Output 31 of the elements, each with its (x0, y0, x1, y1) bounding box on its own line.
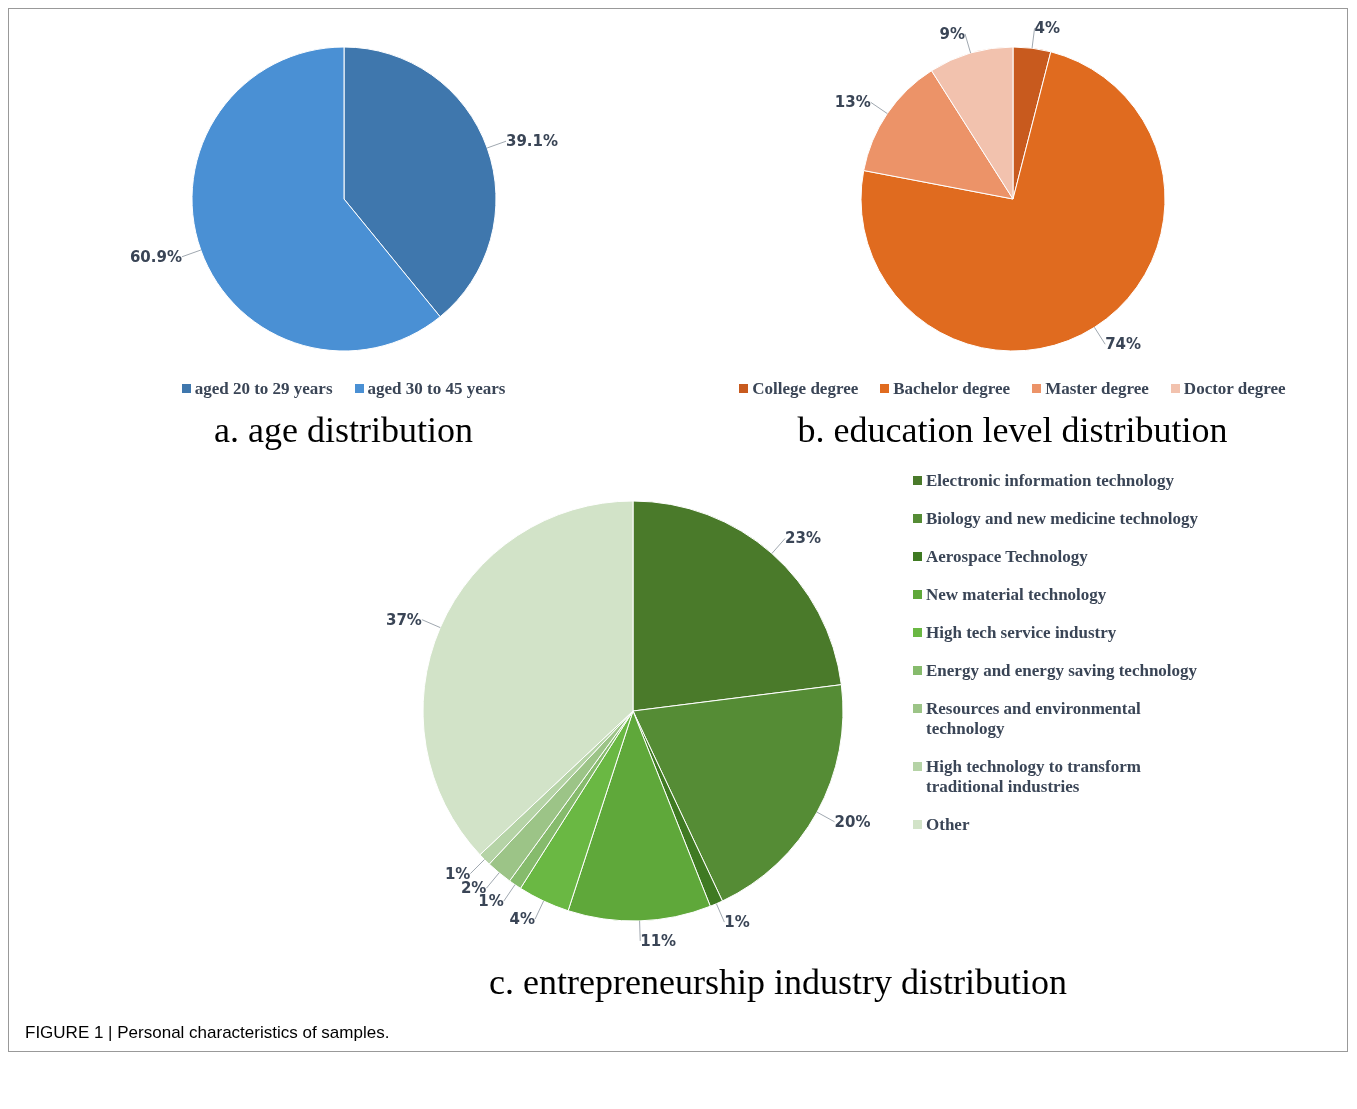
data-label: 23% (785, 529, 822, 548)
data-label: 37% (386, 610, 422, 629)
legend-label: College degree (752, 379, 859, 399)
data-label: 1% (724, 913, 750, 932)
legend-label: New material technology (926, 585, 1107, 605)
legend-label: Energy and energy saving technology (926, 661, 1198, 681)
legend-label: High tech service industry (926, 623, 1117, 643)
data-label: 13% (834, 93, 871, 112)
data-label: 60.9% (129, 247, 182, 266)
text: a. age distribution (214, 409, 473, 451)
legend-label: aged 20 to 29 years (194, 379, 333, 399)
data-label: 4% (509, 910, 536, 929)
legend-label: Resources and environmental technology (926, 699, 1142, 739)
data-label: 39.1% (505, 132, 558, 151)
legend-label: aged 30 to 45 years (367, 379, 506, 399)
legend-label: High technology to transform traditional industries (926, 757, 1142, 797)
data-label: 20% (834, 812, 871, 831)
legend-label: Biology and new medicine technology (926, 509, 1199, 529)
legend-label: Other (926, 815, 970, 835)
caption: FIGURE 1 | Personal characteristics of samples. (25, 1023, 391, 1043)
text: b. education level distribution (797, 409, 1228, 451)
legend-label: Bachelor degree (893, 379, 1011, 399)
text: c. entrepreneurship industry distribution (489, 961, 1067, 1003)
data-label: 11% (640, 931, 677, 950)
legend-label: Aerospace Technology (926, 547, 1088, 567)
data-label: 9% (939, 24, 965, 43)
legend-label: Master degree (1045, 379, 1149, 399)
legend-label: Electronic information technology (926, 471, 1175, 491)
data-label: 74% (1104, 335, 1141, 354)
data-label: 4% (1034, 19, 1060, 38)
legend-label: Doctor degree (1183, 379, 1286, 399)
